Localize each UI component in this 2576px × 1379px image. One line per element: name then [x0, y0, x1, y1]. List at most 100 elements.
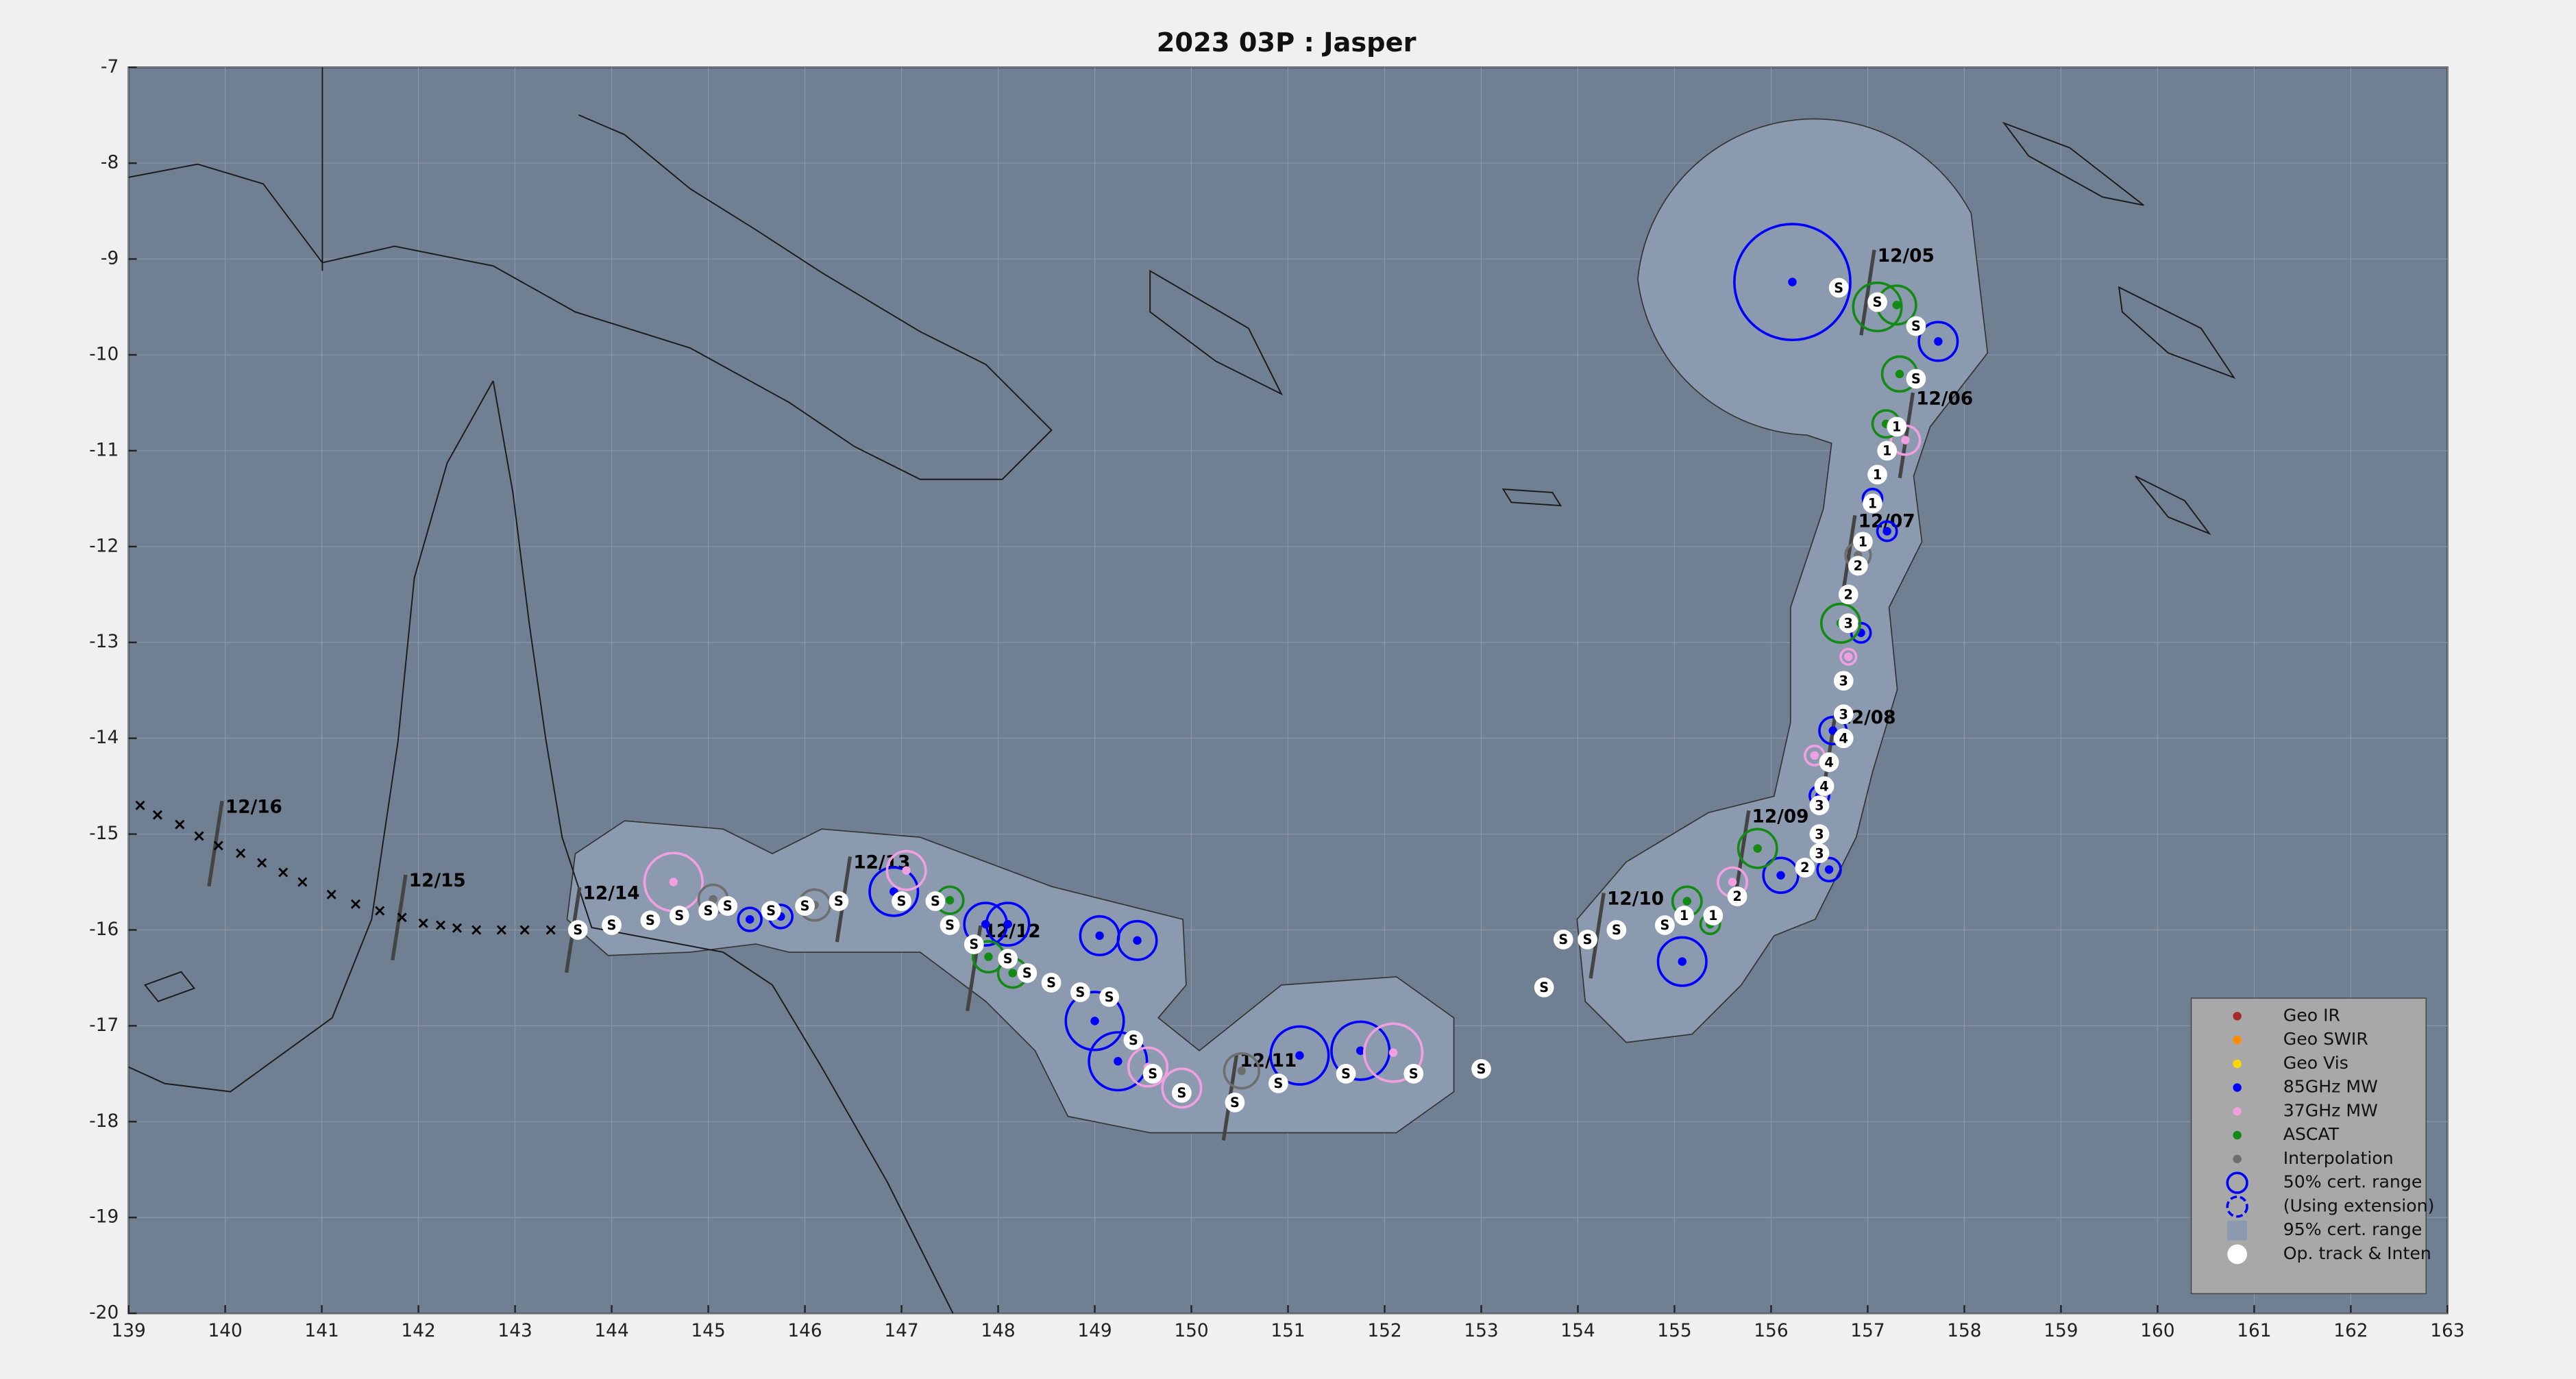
- intensity-label: 4: [1819, 778, 1828, 794]
- y-tick-label: -10: [89, 344, 119, 364]
- intensity-label: S: [897, 893, 907, 909]
- track-point: [1809, 824, 1830, 844]
- grid: [127, 66, 2449, 1315]
- cert-circle: [1330, 1020, 1391, 1081]
- legend-marker: [2227, 1220, 2248, 1241]
- fix-point: [1090, 1017, 1099, 1026]
- intensity-label: S: [1177, 1085, 1187, 1101]
- cert-circle: [1269, 1025, 1330, 1086]
- intensity-label: S: [1003, 951, 1013, 967]
- intensity-label: 3: [1839, 673, 1848, 688]
- x-tick-label: 162: [2333, 1321, 2368, 1341]
- track-point: [1268, 1073, 1288, 1093]
- extrap-point: [278, 867, 289, 878]
- track-point: [1809, 843, 1830, 863]
- island: [2118, 286, 2236, 380]
- track-point: [1848, 556, 1868, 576]
- x-tick-label: 142: [401, 1321, 435, 1341]
- track-point: [1654, 915, 1675, 935]
- intensity-label: S: [1129, 1032, 1138, 1048]
- legend-marker: [2227, 1244, 2248, 1265]
- intensity-label: 2: [1800, 860, 1809, 875]
- date-label: 12/05: [1878, 246, 1935, 266]
- extrap-point: [418, 918, 428, 928]
- cert-circle: [963, 902, 1009, 947]
- track-point: [1553, 930, 1573, 949]
- track-point: [1578, 930, 1597, 949]
- track-point: [1867, 464, 1887, 485]
- extrap-point: [436, 920, 446, 930]
- track-point: [1041, 973, 1062, 993]
- legend-label: 85GHz MW: [2283, 1077, 2378, 1097]
- intensity-label: S: [1612, 922, 1621, 938]
- intensity-label: S: [1409, 1066, 1419, 1082]
- intensity-label: 4: [1824, 754, 1833, 770]
- extrap-point: [519, 925, 530, 935]
- intensity-label: S: [1105, 989, 1114, 1005]
- fix-point: [1753, 844, 1762, 853]
- intensity-label: S: [1274, 1076, 1284, 1091]
- legend-label: 50% cert. range: [2283, 1172, 2422, 1192]
- cert-circle: [868, 866, 920, 917]
- island: [144, 971, 196, 1002]
- extrap-point: [236, 848, 246, 858]
- date-label: 12/06: [1916, 388, 1973, 409]
- track-point: [1099, 987, 1120, 1007]
- track-point: [1867, 292, 1887, 312]
- x-tick-label: 159: [2044, 1321, 2078, 1341]
- track-point: [602, 915, 622, 935]
- date-label: 12/16: [225, 797, 282, 817]
- track-point: [698, 901, 718, 921]
- track-point: [1819, 752, 1839, 773]
- cert-circle: [1127, 1046, 1169, 1088]
- track-point: [717, 896, 738, 916]
- intensity-label: S: [1873, 295, 1882, 310]
- intensity-label: S: [931, 893, 940, 909]
- island: [1149, 269, 1284, 396]
- track-point: [1336, 1063, 1356, 1084]
- cert-circle: [1737, 828, 1778, 869]
- legend-label: 95% cert. range: [2283, 1219, 2422, 1239]
- extrap-point: [496, 925, 506, 935]
- extrap-point: [194, 831, 204, 841]
- extrap-point: [297, 877, 308, 887]
- legend-marker: [2233, 1035, 2242, 1045]
- date-tick: [391, 874, 408, 961]
- intensity-label: S: [1583, 932, 1593, 947]
- cert-circle: [1656, 936, 1708, 987]
- track-point: [1534, 978, 1554, 997]
- intensity-label: S: [646, 912, 655, 928]
- extrap-point: [471, 925, 482, 935]
- intensity-label: 3: [1815, 797, 1824, 813]
- date-label: 12/14: [583, 883, 640, 904]
- fix-point: [1788, 277, 1797, 286]
- x-tick-label: 163: [2430, 1321, 2464, 1341]
- intensity-label: S: [1660, 917, 1669, 933]
- legend-marker: [2226, 1171, 2248, 1194]
- y-tick-label: -20: [89, 1303, 119, 1324]
- date-label: 12/09: [1752, 806, 1809, 827]
- intensity-label: S: [1046, 975, 1056, 991]
- intensity-label: S: [607, 917, 617, 933]
- fix-point: [1824, 865, 1834, 874]
- intensity-label: S: [1477, 1061, 1486, 1077]
- track-point: [795, 896, 815, 916]
- x-tick-label: 154: [1560, 1321, 1595, 1341]
- y-tick-label: -18: [89, 1111, 119, 1132]
- intensity-label: S: [766, 903, 776, 919]
- track-point: [1606, 920, 1627, 940]
- track-point: [998, 949, 1018, 969]
- coastline: [128, 380, 494, 1093]
- cert-circle: [1363, 1022, 1424, 1083]
- intensity-label: S: [1558, 932, 1568, 947]
- cert-circle: [737, 906, 763, 932]
- legend: [2190, 997, 2427, 1295]
- fix-point: [1133, 936, 1142, 945]
- x-tick-label: 153: [1464, 1321, 1498, 1341]
- fix-point: [981, 919, 990, 929]
- cert-circle: [1839, 647, 1858, 666]
- legend-label: Geo Vis: [2283, 1053, 2348, 1073]
- track-point: [1225, 1092, 1245, 1113]
